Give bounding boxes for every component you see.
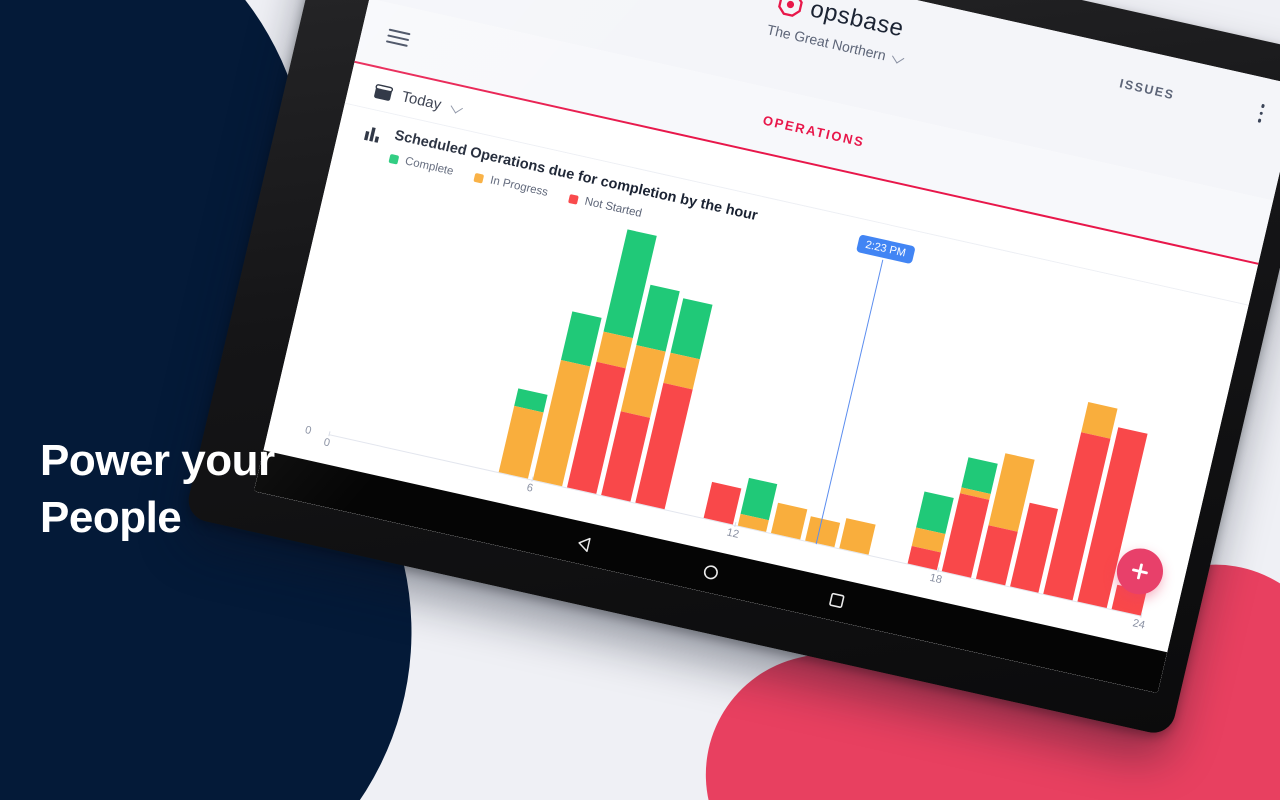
tablet-device: opsbase The Great Northern ISSUES OPE (184, 0, 1280, 737)
bar-segment-progress (771, 503, 808, 540)
tablet-screen: opsbase The Great Northern ISSUES OPE (253, 0, 1280, 694)
legend-swatch (388, 153, 400, 165)
x-axis-tick: 24 (1131, 617, 1147, 632)
legend-label: In Progress (488, 174, 550, 199)
date-filter-label: Today (399, 88, 443, 114)
bar-segment-progress (805, 516, 841, 548)
tab-issues[interactable]: ISSUES (1118, 76, 1177, 103)
calendar-icon (374, 84, 394, 101)
headline-line-1: Power your (40, 436, 275, 485)
bar-segment-complete (740, 477, 778, 520)
legend-label: Complete (403, 155, 455, 178)
date-filter-row[interactable]: Today (344, 62, 1259, 306)
back-triangle-icon[interactable] (574, 533, 594, 553)
app-header: opsbase The Great Northern ISSUES (369, 0, 1280, 201)
x-axis-tick: 6 (525, 481, 535, 495)
legend-swatch (473, 172, 485, 184)
add-button[interactable] (1112, 543, 1168, 599)
bar-chart-icon (364, 127, 380, 143)
bar-segment-complete (561, 311, 602, 367)
bar-segment-complete (915, 491, 954, 535)
chart-header: Scheduled Operations due for completion … (359, 121, 1220, 348)
promo-headline: Power your People (40, 432, 340, 546)
status-badge: 5 (517, 635, 538, 655)
legend-item-complete[interactable]: Complete (388, 152, 455, 178)
android-navigation-bar (253, 450, 1168, 694)
legend-swatch (568, 193, 579, 205)
legend-label: Not Started (583, 195, 643, 220)
hamburger-menu-icon[interactable] (385, 28, 411, 48)
chevron-down-icon (450, 101, 464, 114)
plus-icon (1132, 563, 1148, 580)
tablet-bezel: opsbase The Great Northern ISSUES OPE (184, 0, 1280, 737)
status-badge: 3 (560, 645, 581, 664)
summary-card-value: 21 (619, 631, 662, 673)
recents-square-icon[interactable] (826, 590, 846, 610)
home-circle-icon[interactable] (700, 562, 720, 582)
bar-segment-progress (839, 518, 876, 555)
headline-line-2: People (40, 493, 182, 543)
status-badge: 2 (539, 640, 560, 660)
chevron-down-icon (892, 50, 905, 64)
x-axis-tick: 12 (725, 526, 741, 541)
x-axis-tick: 18 (928, 571, 944, 587)
brand-block: opsbase The Great Northern (765, 0, 911, 67)
chart-card: Scheduled Operations due for completion … (262, 103, 1249, 656)
bar-segment-notstarted (703, 481, 741, 525)
tab-operations[interactable]: OPERATIONS (761, 112, 867, 150)
summary-card-value: 10 (446, 592, 489, 634)
opsbase-octagon-logo-icon (777, 0, 803, 17)
more-vertical-icon[interactable] (1257, 103, 1265, 123)
brand-row: opsbase (771, 0, 911, 44)
